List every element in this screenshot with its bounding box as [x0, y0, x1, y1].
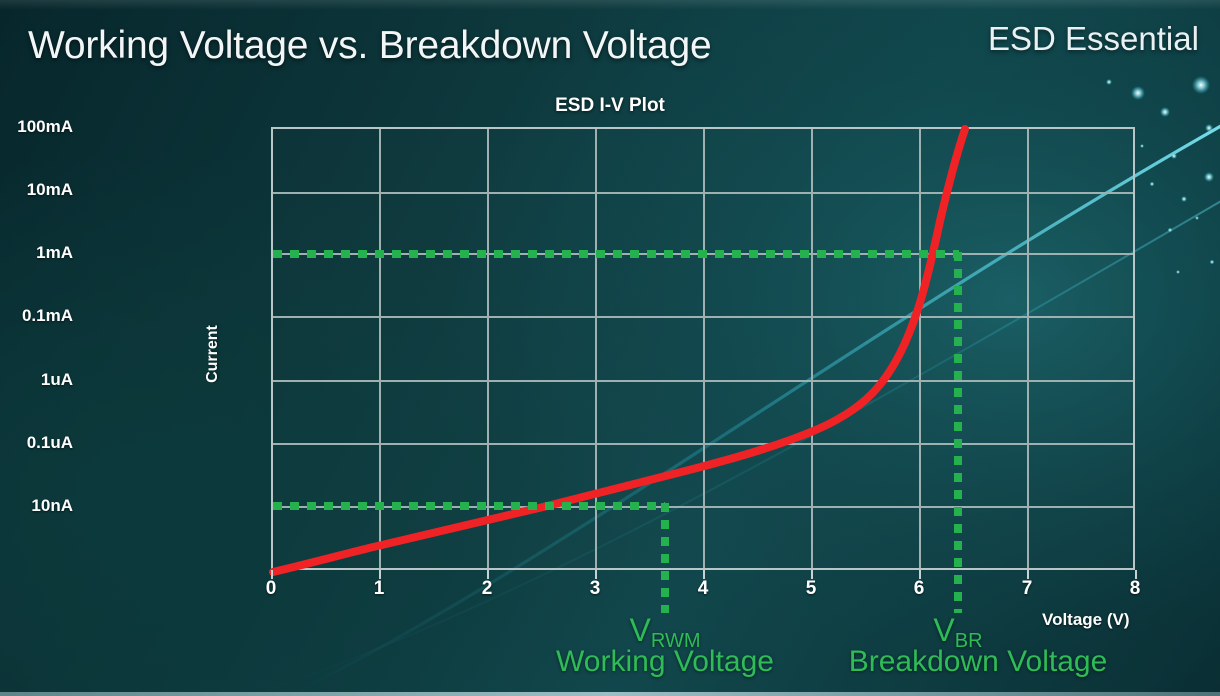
gridline-vertical	[1027, 129, 1029, 568]
gridline-vertical	[379, 129, 381, 568]
x-axis-title: Voltage (V)	[1042, 610, 1130, 629]
breakdown-voltage-current-line	[273, 250, 959, 258]
page-title: Working Voltage vs. Breakdown Voltage	[28, 24, 712, 67]
working-voltage-symbol: VRWM	[535, 612, 795, 653]
y-tick-label: 100mA	[17, 117, 73, 136]
x-tick-label: 0	[265, 578, 277, 599]
breakdown-voltage-symbol-text: V	[933, 612, 955, 648]
y-tick-label: 10nA	[31, 496, 73, 515]
breakdown-voltage-subscript: BR	[954, 630, 983, 652]
working-voltage-marker-line	[661, 503, 669, 613]
x-tick-mark	[811, 570, 813, 579]
y-tick-label: 0.1uA	[26, 433, 73, 452]
x-tick-label: 6	[913, 578, 925, 599]
y-tick-label: 0.1mA	[21, 306, 73, 325]
x-tick-label: 1	[373, 578, 385, 599]
working-voltage-symbol-text: V	[629, 612, 651, 648]
iv-curve	[269, 125, 969, 576]
y-tick-label: 1uA	[40, 370, 73, 389]
x-tick-mark	[271, 570, 273, 579]
x-tick-mark	[1027, 570, 1029, 579]
y-tick-label: 1mA	[36, 243, 73, 262]
x-tick-label: 2	[481, 578, 493, 599]
x-tick-label: 5	[805, 578, 817, 599]
x-tick-mark	[1135, 570, 1137, 579]
series-brand-title: ESD Essential	[988, 20, 1199, 57]
x-tick-mark	[379, 570, 381, 579]
gridline-vertical	[811, 129, 813, 568]
working-voltage-subscript: RWM	[650, 630, 701, 652]
x-tick-label: 3	[589, 578, 601, 599]
gridline-vertical	[595, 129, 597, 568]
x-tick-mark	[703, 570, 705, 579]
x-tick-label: 7	[1021, 578, 1033, 599]
x-tick-label: 4	[697, 578, 709, 599]
working-voltage-current-line	[273, 502, 665, 510]
working-voltage-caption: Working Voltage	[556, 645, 774, 678]
y-tick-label: 10mA	[26, 180, 73, 199]
x-tick-mark	[487, 570, 489, 579]
gridline-vertical	[487, 129, 489, 568]
breakdown-voltage-symbol: VBR	[828, 612, 1088, 653]
x-tick-mark	[919, 570, 921, 579]
y-axis-title: Current	[204, 325, 221, 383]
x-tick-mark	[595, 570, 597, 579]
gridline-vertical	[703, 129, 705, 568]
breakdown-voltage-marker-line	[954, 252, 962, 613]
breakdown-voltage-caption: Breakdown Voltage	[848, 645, 1108, 678]
chart-title: ESD I-V Plot	[555, 95, 665, 116]
gridline-vertical	[919, 129, 921, 568]
x-tick-label: 8	[1129, 578, 1141, 599]
